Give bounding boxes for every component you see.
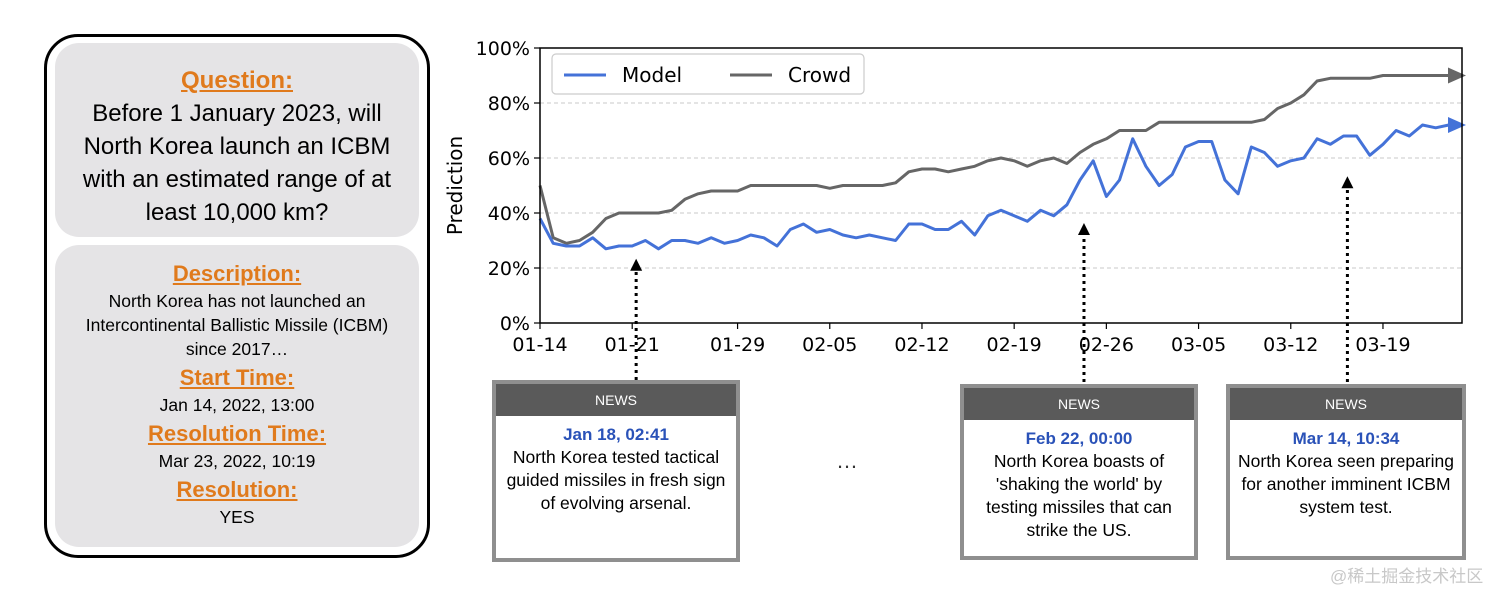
resolution-value: YES [219, 507, 255, 527]
x-tick-label: 02-26 [1079, 334, 1134, 356]
series-end-arrow-crowd [1448, 67, 1466, 84]
question-box: Question: Before 1 January 2023, will No… [55, 43, 419, 237]
question-text: Before 1 January 2023, will North Korea … [82, 100, 392, 226]
y-tick-label: 60% [488, 148, 530, 170]
description-text: North Korea has not launched an Intercon… [85, 291, 389, 359]
resolution-time-value: Mar 23, 2022, 10:19 [158, 451, 316, 471]
x-tick-label: 01-29 [710, 334, 765, 356]
plot-frame [539, 47, 1463, 324]
y-tick-label: 80% [488, 93, 530, 115]
ellipsis: … [836, 448, 858, 473]
annotation-arrow-head [630, 258, 643, 271]
resolution-time-heading: Resolution Time: [147, 421, 327, 446]
legend: Model Crowd [551, 53, 865, 95]
x-tick-label: 01-21 [605, 334, 660, 356]
news-card-text: North Korea tested tactical guided missi… [506, 447, 726, 513]
news-card-header: NEWS [496, 384, 736, 416]
news-card: NEWS Jan 18, 02:41 North Korea tested ta… [492, 380, 740, 562]
news-card-date: Jan 18, 02:41 [563, 425, 669, 444]
y-tick-label: 40% [488, 203, 530, 225]
question-heading: Question: [181, 67, 293, 94]
news-card-date: Mar 14, 10:34 [1292, 429, 1400, 448]
prediction-chart: 0% 20% 40% 60% 80% 100% 01-14 01-21 01-29 02-05 02… [443, 38, 1466, 382]
series-line-model [538, 123, 1462, 251]
news-card-text: North Korea seen preparing for another i… [1238, 451, 1454, 517]
x-tick-label: 03-05 [1171, 334, 1226, 356]
news-card-header: NEWS [964, 388, 1194, 420]
start-time-value: Jan 14, 2022, 13:00 [159, 395, 315, 415]
x-tick-label: 02-12 [894, 334, 949, 356]
x-tick-label: 03-19 [1355, 334, 1410, 356]
news-card-date: Feb 22, 00:00 [1025, 429, 1133, 448]
x-tick-label: 02-19 [987, 334, 1042, 356]
x-tick-label: 01-14 [512, 334, 567, 356]
news-card-text: North Korea boasts of 'shaking the world… [986, 451, 1172, 540]
annotation-arrow-head [1077, 223, 1090, 235]
series-end-arrow-model [1448, 117, 1466, 133]
y-tick-label: 100% [476, 38, 530, 60]
series-line-crowd [538, 74, 1462, 245]
y-tick-label: 0% [500, 313, 530, 335]
start-time-heading: Start Time: [179, 365, 295, 390]
news-card: NEWS Feb 22, 00:00 North Korea boasts of… [960, 384, 1198, 560]
news-card: NEWS Mar 14, 10:34 North Korea seen prep… [1226, 384, 1466, 560]
legend-label: Crowd [788, 63, 851, 87]
y-axis-label: Prediction [443, 136, 467, 235]
resolution-heading: Resolution: [176, 477, 298, 502]
legend-label: Model [622, 63, 682, 87]
y-tick-label: 20% [488, 258, 530, 280]
x-tick-label: 03-12 [1263, 334, 1318, 356]
watermark: @稀土掘金技术社区 [1330, 567, 1484, 586]
news-card-header: NEWS [1230, 388, 1462, 420]
annotation-arrow-head [1341, 176, 1354, 189]
details-box: Description: North Korea has not launche… [55, 245, 419, 547]
question-panel: Question: Before 1 January 2023, will No… [44, 34, 430, 558]
legend-box [551, 53, 865, 95]
description-heading: Description: [172, 261, 302, 286]
x-tick-label: 02-05 [802, 334, 857, 356]
